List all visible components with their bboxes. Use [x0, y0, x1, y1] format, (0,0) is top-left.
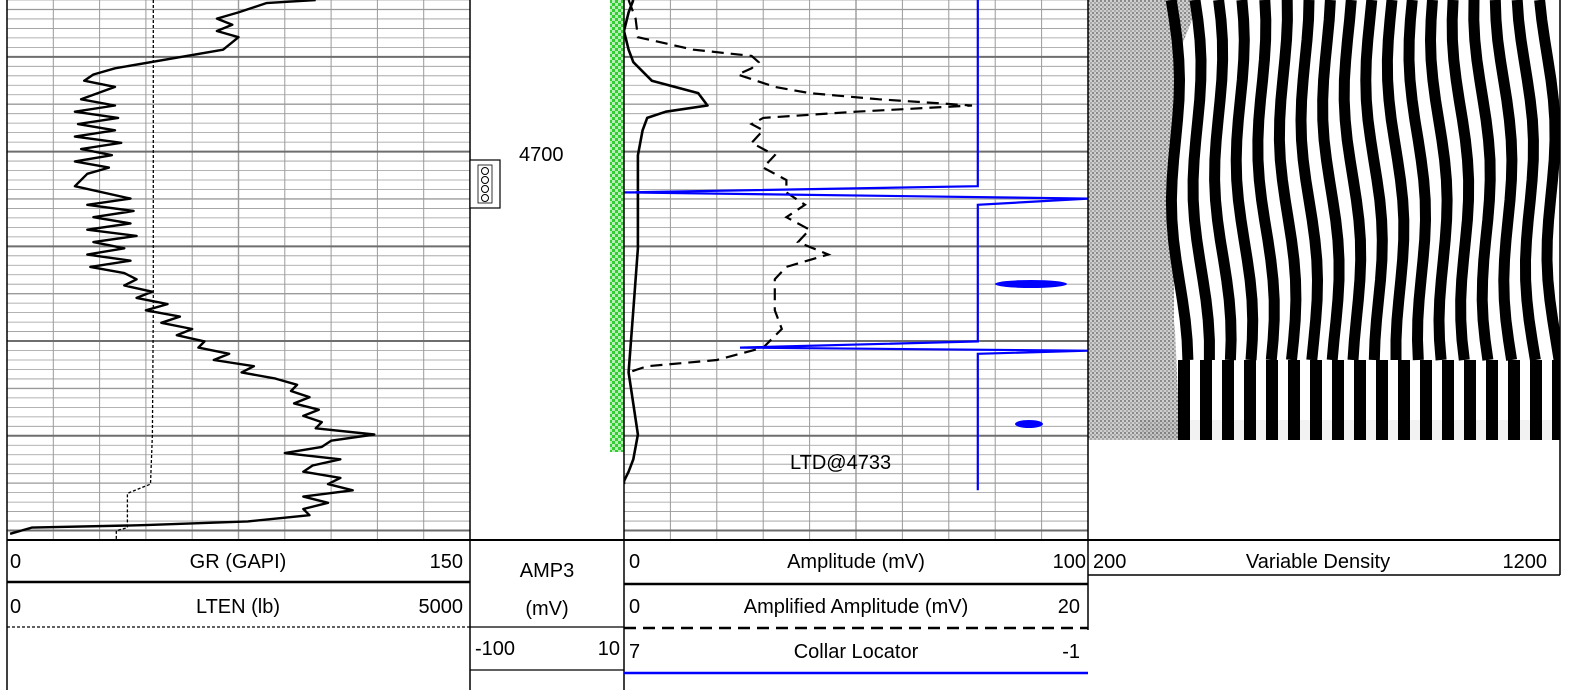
lten-max-label: 5000 — [418, 596, 464, 618]
amplitude-curve — [624, 0, 709, 485]
vdl-band — [1511, 0, 1541, 361]
vdl-band — [1338, 0, 1367, 361]
track2-grid — [610, 0, 1089, 541]
lten-curve — [115, 0, 154, 540]
vdl-band — [1209, 0, 1237, 361]
amplitude-name-label: Amplitude (mV) — [787, 551, 925, 573]
vdl-band — [1273, 0, 1302, 361]
vdl-band — [1486, 360, 1498, 440]
amp3-min-label: -100 — [475, 638, 516, 660]
lten-min-label: 0 — [10, 596, 22, 618]
vdl-band — [1165, 0, 1194, 361]
collar-spike — [1015, 420, 1043, 428]
vdl-band — [1552, 360, 1560, 440]
amplified-amplitude-curve — [627, 0, 973, 374]
vdl-band — [1354, 360, 1366, 440]
vdl-max-label: 1200 — [1502, 551, 1548, 573]
vdl-band — [1442, 360, 1454, 440]
vdl-band — [1398, 360, 1410, 440]
amplified-min-label: 0 — [629, 596, 641, 618]
amp3-unit-label: (mV) — [525, 598, 569, 620]
vdl-shadow — [1140, 420, 1560, 440]
gr-min-label: 0 — [10, 551, 22, 573]
vdl-band — [1534, 0, 1560, 361]
vdl-band — [1489, 0, 1518, 361]
vdl-band — [1420, 360, 1432, 440]
amplified-max-label: 20 — [1057, 596, 1080, 618]
amp3-name-label: AMP3 — [519, 560, 575, 582]
lten-name-label: LTEN (lb) — [195, 596, 281, 618]
vdl-band — [1244, 360, 1256, 440]
vdl-band — [1376, 360, 1388, 440]
depth-track-symbol — [469, 159, 501, 209]
vdl-band — [1424, 0, 1453, 361]
vdl-band — [1187, 0, 1215, 360]
vdl-band — [1178, 360, 1190, 440]
vdl-band — [1464, 360, 1476, 440]
vdl-band — [1266, 360, 1278, 440]
vdl-band — [1252, 0, 1280, 361]
collar-locator-curve — [624, 0, 1088, 491]
vdl-band — [1360, 0, 1388, 361]
depth-label: 4700 — [519, 144, 564, 166]
gr-max-label: 150 — [429, 551, 463, 573]
vdl-band — [1332, 360, 1344, 440]
amplitude-max-label: 100 — [1052, 551, 1086, 573]
vdl-name-label: Variable Density — [1245, 551, 1391, 573]
vdl-min-label: 200 — [1093, 551, 1127, 573]
amp3-max-label: 10 — [597, 638, 620, 660]
amplified-name-label: Amplified Amplitude (mV) — [743, 596, 969, 618]
vdl-band — [1230, 0, 1259, 361]
collar-min-label: 7 — [629, 641, 641, 663]
track1-curves — [9, 0, 376, 540]
track-frames — [6, 0, 1561, 690]
vdl-band — [1200, 360, 1212, 440]
vdl-band — [1310, 360, 1322, 440]
gr-curve — [9, 0, 376, 535]
vdl-band — [1508, 360, 1520, 440]
vdl-band — [1530, 360, 1542, 440]
vdl-band — [1446, 0, 1475, 361]
collar-name-label: Collar Locator — [793, 641, 919, 663]
vdl-arrival-front — [1140, 0, 1200, 440]
variable-density-image — [1088, 0, 1560, 440]
track2-curves — [624, 0, 1088, 491]
ltd-annotation: LTD@4733 — [790, 452, 892, 474]
vdl-band — [1317, 0, 1345, 361]
vdl-band — [1222, 360, 1234, 440]
vdl-band — [1381, 0, 1410, 360]
gr-name-label: GR (GAPI) — [189, 551, 287, 573]
collar-max-label: -1 — [1062, 641, 1080, 663]
vdl-band — [1295, 0, 1324, 361]
track1-grid — [6, 0, 471, 541]
vdl-band — [1288, 360, 1300, 440]
vdl-band — [1468, 0, 1496, 361]
vdl-band — [1403, 0, 1432, 361]
amplitude-min-label: 0 — [629, 551, 641, 573]
fill-strip — [610, 0, 624, 452]
collar-spike — [995, 280, 1067, 288]
